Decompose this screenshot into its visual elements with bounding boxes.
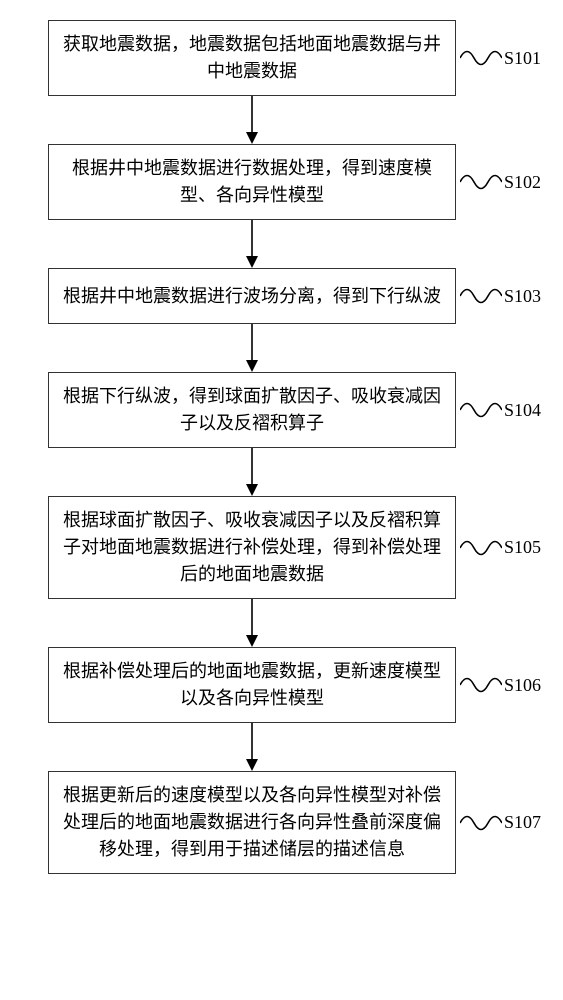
step-box: 根据球面扩散因子、吸收衰减因子以及反褶积算子对地面地震数据进行补偿处理，得到补偿… (48, 496, 456, 599)
squiggle-connector (460, 43, 502, 73)
arrow-wrap (10, 324, 553, 372)
step-label-wrap: S107 (460, 808, 541, 838)
flowchart-step: 根据更新后的速度模型以及各向异性模型对补偿处理后的地面地震数据进行各向异性叠前深… (10, 771, 553, 874)
step-box: 获取地震数据，地震数据包括地面地震数据与井中地震数据 (48, 20, 456, 96)
step-box: 根据井中地震数据进行数据处理，得到速度模型、各向异性模型 (48, 144, 456, 220)
squiggle-connector (460, 670, 502, 700)
step-label-wrap: S101 (460, 43, 541, 73)
squiggle-connector (460, 533, 502, 563)
squiggle-connector (460, 167, 502, 197)
flowchart-step: 根据井中地震数据进行数据处理，得到速度模型、各向异性模型 S102 (10, 144, 553, 220)
arrow-wrap (10, 599, 553, 647)
step-label-wrap: S105 (460, 533, 541, 563)
step-label: S105 (504, 537, 541, 558)
step-box: 根据井中地震数据进行波场分离，得到下行纵波 (48, 268, 456, 324)
arrow-down-icon (242, 324, 262, 372)
squiggle-connector (460, 281, 502, 311)
flowchart-step: 获取地震数据，地震数据包括地面地震数据与井中地震数据 S101 (10, 20, 553, 96)
flowchart-step: 根据井中地震数据进行波场分离，得到下行纵波 S103 (10, 268, 553, 324)
step-label-wrap: S102 (460, 167, 541, 197)
arrow-wrap (10, 448, 553, 496)
step-label-wrap: S106 (460, 670, 541, 700)
step-label: S106 (504, 675, 541, 696)
step-box: 根据补偿处理后的地面地震数据，更新速度模型以及各向异性模型 (48, 647, 456, 723)
step-box: 根据更新后的速度模型以及各向异性模型对补偿处理后的地面地震数据进行各向异性叠前深… (48, 771, 456, 874)
step-label-wrap: S103 (460, 281, 541, 311)
arrow-down-icon (242, 599, 262, 647)
step-label-wrap: S104 (460, 395, 541, 425)
arrow-wrap (10, 96, 553, 144)
step-box: 根据下行纵波，得到球面扩散因子、吸收衰减因子以及反褶积算子 (48, 372, 456, 448)
flowchart-container: 获取地震数据，地震数据包括地面地震数据与井中地震数据 S101 根据井中地震数据… (10, 20, 553, 874)
arrow-wrap (10, 723, 553, 771)
squiggle-connector (460, 808, 502, 838)
arrow-down-icon (242, 723, 262, 771)
flowchart-step: 根据球面扩散因子、吸收衰减因子以及反褶积算子对地面地震数据进行补偿处理，得到补偿… (10, 496, 553, 599)
step-label: S107 (504, 812, 541, 833)
step-label: S102 (504, 172, 541, 193)
flowchart-step: 根据下行纵波，得到球面扩散因子、吸收衰减因子以及反褶积算子 S104 (10, 372, 553, 448)
arrow-down-icon (242, 96, 262, 144)
step-label: S104 (504, 400, 541, 421)
step-label: S103 (504, 286, 541, 307)
step-label: S101 (504, 48, 541, 69)
arrow-down-icon (242, 448, 262, 496)
squiggle-connector (460, 395, 502, 425)
flowchart-step: 根据补偿处理后的地面地震数据，更新速度模型以及各向异性模型 S106 (10, 647, 553, 723)
arrow-wrap (10, 220, 553, 268)
arrow-down-icon (242, 220, 262, 268)
